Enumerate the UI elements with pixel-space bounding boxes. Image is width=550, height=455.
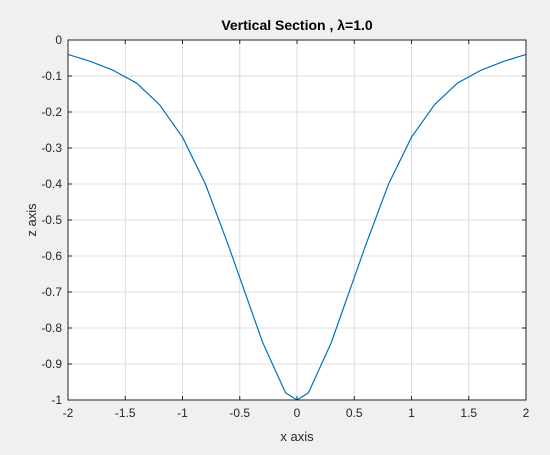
y-tick-label: -0.8 bbox=[41, 321, 62, 335]
y-tick-label: -0.7 bbox=[41, 285, 62, 299]
x-axis-label: x axis bbox=[280, 429, 314, 444]
y-tick-label: -0.6 bbox=[41, 249, 62, 263]
y-tick-label: -0.5 bbox=[41, 213, 62, 227]
y-tick-label: -0.1 bbox=[41, 69, 62, 83]
x-tick-label: -1.5 bbox=[115, 406, 136, 420]
x-tick-label: -0.5 bbox=[229, 406, 250, 420]
ticks: -2 -1.5 -1 -0.5 0 0.5 1 1.5 2 0 -0.1 -0.2 -0.3 -0.4 -0… bbox=[41, 33, 529, 420]
y-axis-label: z axis bbox=[24, 203, 39, 237]
y-tick-label: -0.9 bbox=[41, 357, 62, 371]
x-tick-label: -1 bbox=[177, 406, 188, 420]
chart-title: Vertical Section , λ=1.0 bbox=[221, 17, 373, 33]
x-tick-label: 2 bbox=[523, 406, 530, 420]
x-tick-label: 1 bbox=[408, 406, 415, 420]
x-tick-label: 0.5 bbox=[346, 406, 363, 420]
y-tick-label: -1 bbox=[51, 393, 62, 407]
y-tick-label: -0.4 bbox=[41, 177, 62, 191]
y-tick-label: 0 bbox=[55, 33, 62, 47]
x-tick-label: 1.5 bbox=[460, 406, 477, 420]
y-tick-label: -0.3 bbox=[41, 141, 62, 155]
x-tick-label: -2 bbox=[63, 406, 74, 420]
x-tick-label: 0 bbox=[294, 406, 301, 420]
y-tick-label: -0.2 bbox=[41, 105, 62, 119]
